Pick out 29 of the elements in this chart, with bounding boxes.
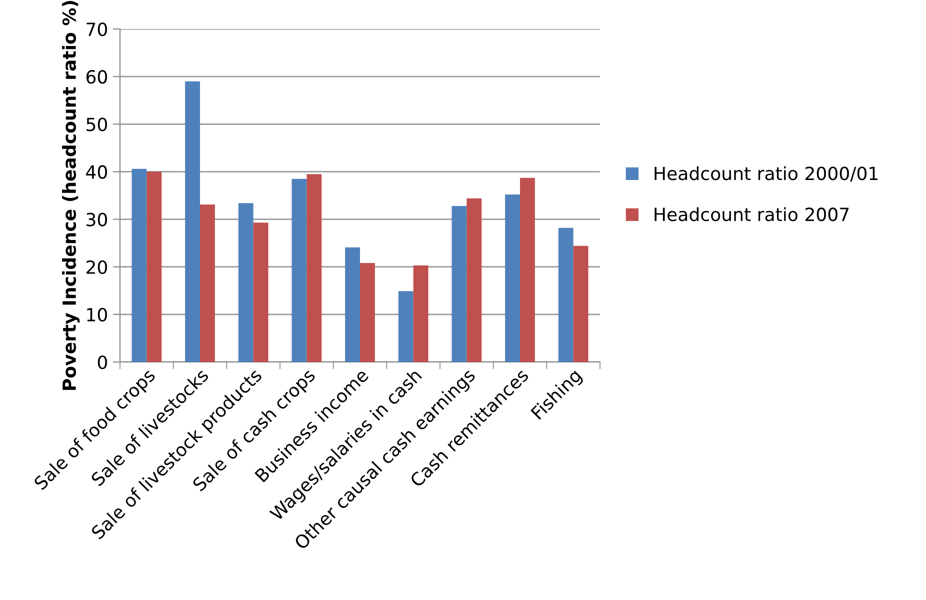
bar [132, 168, 147, 362]
bar [345, 247, 360, 362]
bar [185, 81, 200, 362]
bar [573, 246, 588, 362]
bar [292, 178, 307, 362]
bar [398, 291, 414, 362]
legend-label: Headcount ratio 2000/01 [654, 166, 878, 182]
bar [238, 203, 254, 362]
legend-label: Headcount ratio 2007 [654, 207, 849, 222]
bar [253, 222, 268, 362]
y-tick-label: 60 [86, 70, 107, 84]
y-axis-title: Poverty Incidence (headcount ratio %) [62, 1, 80, 390]
bar [146, 172, 162, 362]
y-tick-label: 0 [98, 355, 107, 370]
y-tick-label: 40 [86, 165, 107, 179]
bar [306, 174, 322, 362]
bar [505, 194, 520, 362]
bar [466, 198, 482, 362]
y-tick-label: 50 [86, 118, 107, 132]
y-tick-label: 30 [86, 212, 107, 226]
bar [360, 263, 375, 362]
bar [452, 206, 467, 362]
bar [200, 204, 215, 362]
bar [413, 265, 428, 362]
bar [558, 228, 574, 362]
y-tick-label: 10 [87, 308, 107, 322]
y-tick-label: 20 [86, 260, 107, 274]
y-tick-label: 70 [86, 22, 107, 36]
bar [520, 178, 535, 362]
